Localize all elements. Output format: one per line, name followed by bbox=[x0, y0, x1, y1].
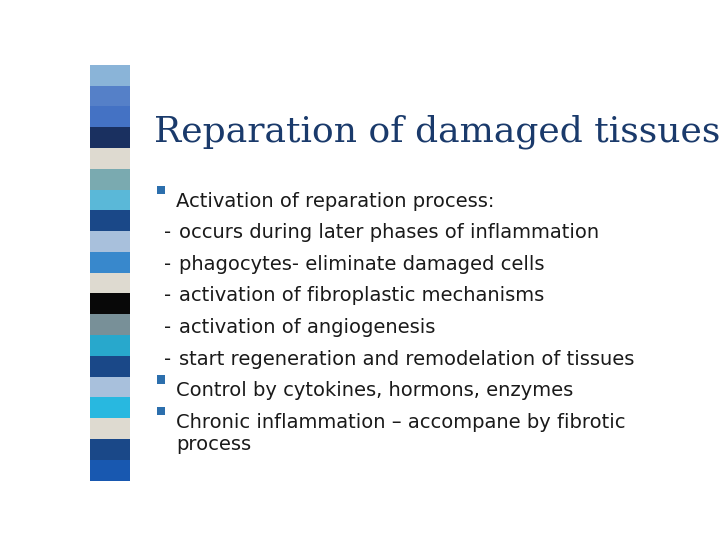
Bar bbox=[157, 186, 166, 194]
Text: -: - bbox=[164, 318, 171, 337]
Bar bbox=[90, 377, 130, 397]
Bar bbox=[90, 168, 130, 190]
Bar bbox=[90, 418, 130, 439]
Text: activation of fibroplastic mechanisms: activation of fibroplastic mechanisms bbox=[179, 286, 544, 306]
Bar bbox=[90, 148, 130, 168]
Bar bbox=[90, 190, 130, 210]
Bar bbox=[90, 210, 130, 231]
Bar bbox=[90, 252, 130, 273]
Text: Control by cytokines, hormons, enzymes: Control by cytokines, hormons, enzymes bbox=[176, 381, 574, 400]
Bar bbox=[90, 231, 130, 252]
Bar bbox=[90, 127, 130, 148]
Text: -: - bbox=[164, 223, 171, 242]
Text: activation of angiogenesis: activation of angiogenesis bbox=[179, 318, 436, 337]
Text: -: - bbox=[164, 286, 171, 306]
Text: -: - bbox=[164, 349, 171, 369]
Bar bbox=[90, 294, 130, 314]
Bar bbox=[90, 335, 130, 356]
Text: Activation of reparation process:: Activation of reparation process: bbox=[176, 192, 495, 211]
Bar bbox=[157, 375, 166, 384]
Bar bbox=[90, 439, 130, 460]
Bar bbox=[90, 314, 130, 335]
Text: Chronic inflammation – accompane by fibrotic
process: Chronic inflammation – accompane by fibr… bbox=[176, 413, 626, 454]
Bar bbox=[157, 407, 166, 415]
Text: -: - bbox=[164, 255, 171, 274]
Bar bbox=[90, 397, 130, 418]
Bar bbox=[90, 65, 130, 85]
Bar bbox=[90, 85, 130, 106]
Text: Reparation of damaged tissues: Reparation of damaged tissues bbox=[154, 114, 720, 149]
Bar bbox=[90, 356, 130, 377]
Bar bbox=[90, 273, 130, 294]
Bar bbox=[90, 460, 130, 481]
Text: occurs during later phases of inflammation: occurs during later phases of inflammati… bbox=[179, 223, 600, 242]
Bar bbox=[90, 106, 130, 127]
Text: phagocytes- eliminate damaged cells: phagocytes- eliminate damaged cells bbox=[179, 255, 545, 274]
Text: start regeneration and remodelation of tissues: start regeneration and remodelation of t… bbox=[179, 349, 634, 369]
